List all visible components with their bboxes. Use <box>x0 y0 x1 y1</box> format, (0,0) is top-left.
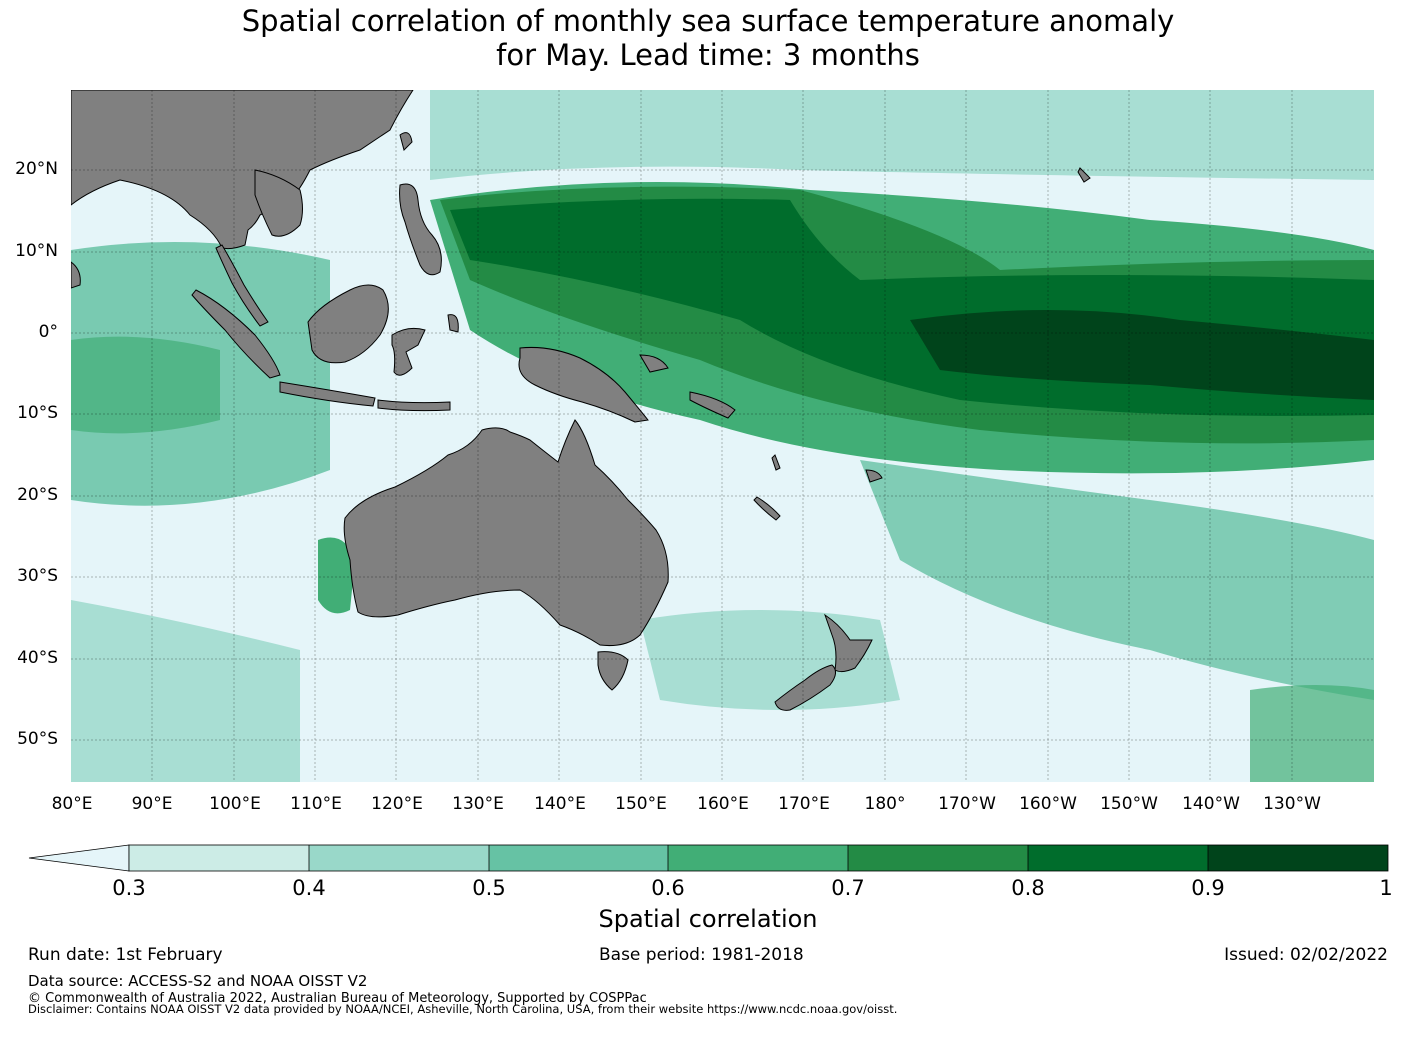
land-australia <box>343 419 669 646</box>
land-hawaii <box>1077 167 1091 183</box>
corr-band-southwest <box>71 600 300 782</box>
lat-label-20S: 20°S <box>17 485 58 505</box>
corr-band-west-australia <box>318 537 355 614</box>
lon-label-120E: 120°E <box>371 794 423 814</box>
colorbar <box>28 844 1389 872</box>
colorbar-bin-0.7-0.8 <box>848 845 1028 871</box>
land-solomons <box>689 391 736 419</box>
lon-label-170E: 170°E <box>778 794 830 814</box>
land-new-guinea <box>518 347 649 423</box>
lon-label-110E: 110°E <box>290 794 342 814</box>
lon-label-180: 180° <box>864 794 906 814</box>
lon-label-160W: 160°W <box>1019 794 1077 814</box>
colorbar-extend-arrow <box>28 844 130 872</box>
colorbar-tick-0.8: 0.8 <box>1011 876 1045 900</box>
colorbar-frame <box>128 844 1389 872</box>
colorbar-tick-0.5: 0.5 <box>472 876 506 900</box>
lon-label-90E: 90°E <box>131 794 173 814</box>
land-indochina <box>254 169 303 237</box>
land-philippines <box>399 183 442 276</box>
lon-label-130W: 130°W <box>1263 794 1321 814</box>
disclaimer: Disclaimer: Contains NOAA OISST V2 data … <box>28 1002 898 1016</box>
land-new-caledonia <box>753 496 781 521</box>
lon-label-160E: 160°E <box>697 794 749 814</box>
lon-label-150E: 150°E <box>615 794 667 814</box>
lon-label-170W: 170°W <box>938 794 996 814</box>
land-sumatra <box>191 289 281 379</box>
land-taiwan <box>399 132 413 151</box>
lon-label-150W: 150°W <box>1100 794 1158 814</box>
corr-band-southeast <box>1250 685 1374 782</box>
lon-label-140W: 140°W <box>1182 794 1240 814</box>
lat-label-40S: 40°S <box>17 648 58 668</box>
colorbar-bin-0.4-0.5 <box>309 845 489 871</box>
chart-title-line-2: for May. Lead time: 3 months <box>496 38 920 72</box>
colorbar-bin-0.6-0.7 <box>668 845 848 871</box>
lon-label-140E: 140°E <box>534 794 586 814</box>
land-nz-north-island <box>824 613 873 673</box>
land-fiji <box>865 469 883 483</box>
lon-label-80E: 80°E <box>51 794 93 814</box>
data-source: Data source: ACCESS-S2 and NOAA OISST V2 <box>28 972 368 990</box>
corr-band-east-indian <box>71 336 220 434</box>
land-java <box>279 381 376 407</box>
corr-band-equatorial-max <box>910 310 1374 400</box>
issued-date: Issued: 02/02/2022 <box>1224 945 1388 965</box>
run-date: Run date: 1st February <box>28 945 223 965</box>
correlation-map <box>28 90 1389 872</box>
lat-label-30S: 30°S <box>17 566 58 586</box>
colorbar-bin-0.9-1 <box>1208 845 1388 871</box>
land-vanuatu <box>771 454 781 471</box>
lat-label-10S: 10°S <box>17 403 58 423</box>
colorbar-tick-0.6: 0.6 <box>651 876 685 900</box>
lat-label-50S: 50°S <box>17 729 58 749</box>
chart-title-line-1: Spatial correlation of monthly sea surfa… <box>241 4 1175 38</box>
lat-label-20N: 20°N <box>15 159 58 179</box>
colorbar-bin-0.8-0.9 <box>1028 845 1208 871</box>
copyright: © Commonwealth of Australia 2022, Austra… <box>28 991 647 1006</box>
lon-label-130E: 130°E <box>452 794 504 814</box>
corr-band-south-pacific <box>860 460 1374 700</box>
colorbar-bin-0.5-0.6 <box>489 845 668 871</box>
lat-label-0: 0° <box>38 322 58 342</box>
colorbar-tick-1: 1 <box>1379 876 1393 900</box>
colorbar-tick-0.3: 0.3 <box>112 876 146 900</box>
colorbar-tick-0.9: 0.9 <box>1191 876 1225 900</box>
land-malay-peninsula <box>215 244 269 327</box>
base-period: Base period: 1981-2018 <box>599 945 804 965</box>
colorbar-tick-0.7: 0.7 <box>831 876 865 900</box>
land-sri-lanka <box>71 261 81 289</box>
colorbar-bin-0.3-0.4 <box>129 845 309 871</box>
land-new-britain <box>639 354 669 373</box>
land-sulawesi <box>391 327 426 376</box>
land-tasmania <box>597 651 629 691</box>
corr-band-northwest-pacific <box>430 90 1374 180</box>
land-halmahera <box>447 314 459 333</box>
lat-label-10N: 10°N <box>15 241 58 261</box>
land-borneo <box>307 284 389 364</box>
colorbar-label: Spatial correlation <box>598 905 818 933</box>
lon-label-100E: 100°E <box>209 794 261 814</box>
colorbar-tick-0.4: 0.4 <box>292 876 326 900</box>
land-nz-south-island <box>774 664 836 711</box>
land-asia <box>71 90 414 250</box>
